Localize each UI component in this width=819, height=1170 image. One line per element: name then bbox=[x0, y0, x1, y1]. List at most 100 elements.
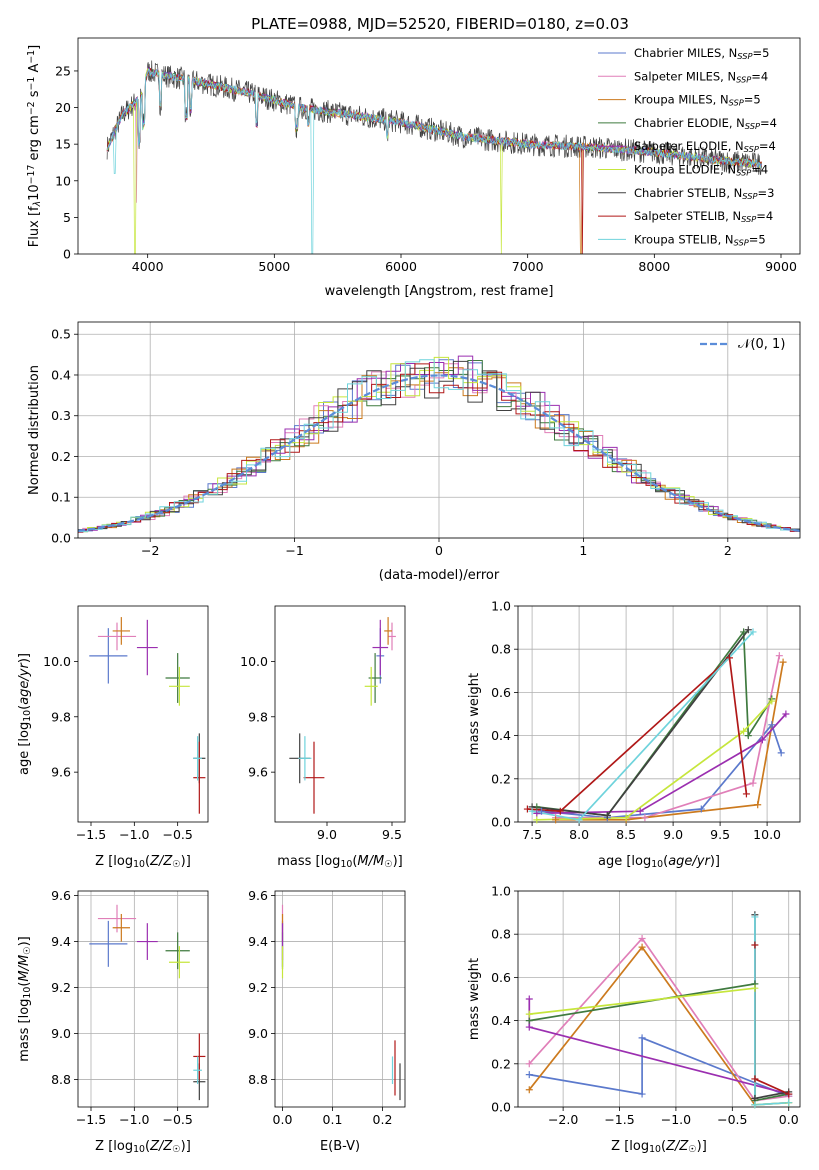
y-tick-label: 0.8 bbox=[491, 927, 511, 942]
weight-line-6 bbox=[754, 914, 789, 1100]
weight-marker-3 bbox=[744, 732, 752, 740]
legend-label: Salpeter MILES, NSSP=4 bbox=[634, 69, 768, 84]
x-axis-label: wavelength [Angstrom, rest frame] bbox=[325, 284, 554, 299]
weight-marker-1 bbox=[749, 779, 757, 787]
x-tick-label: −0.5 bbox=[162, 1112, 192, 1127]
y-tick-label: 9.8 bbox=[248, 709, 268, 724]
y-axis-label: Normed distribution bbox=[27, 365, 42, 495]
y-tick-label: 10.0 bbox=[240, 654, 268, 669]
weight-marker-8 bbox=[749, 628, 757, 636]
weight-marker-2 bbox=[552, 816, 560, 824]
y-tick-label: 0.8 bbox=[491, 642, 511, 657]
weight-marker-7 bbox=[751, 941, 759, 949]
legend-label: Chabrier MILES, NSSP=5 bbox=[634, 46, 769, 61]
axes-frame bbox=[77, 37, 801, 255]
weight-line-4 bbox=[536, 713, 787, 815]
weight-marker-5 bbox=[622, 814, 630, 822]
weight-marker-6 bbox=[744, 626, 752, 634]
x-tick-label: 8000 bbox=[638, 259, 670, 274]
y-tick-label: 9.6 bbox=[248, 888, 268, 903]
y-tick-label: 5 bbox=[63, 210, 71, 225]
weight-marker-7 bbox=[785, 1090, 793, 1098]
panel-mass_vs_ebv: 0.0 0.1 0.2 8.8 9.0 9.2 9.4 9.6 E(B-V) bbox=[248, 888, 406, 1154]
weight-marker-7 bbox=[751, 1075, 759, 1083]
y-tick-label: 0.2 bbox=[491, 1056, 511, 1071]
y-tick-label: 9.0 bbox=[51, 1026, 71, 1041]
y-axis-label: mass [log10(M/M☉)] bbox=[17, 936, 33, 1062]
panel-mass_vs_Z: −1.5 −1.0 −0.5 8.8 9.0 9.2 9.4 9.6 Z [log10(Z/Z☉… bbox=[17, 888, 209, 1155]
weight-marker-5 bbox=[751, 984, 759, 992]
x-tick-label: −1.0 bbox=[119, 827, 149, 842]
panel-spectrum: 4000 5000 6000 7000 8000 9000 0 5 10 15 20 25 wavele… bbox=[26, 37, 801, 299]
x-tick-label: 9000 bbox=[765, 259, 797, 274]
weight-marker-1 bbox=[775, 652, 783, 660]
weight-marker-5 bbox=[768, 697, 776, 705]
histogram-series-4 bbox=[78, 355, 800, 533]
legend-label: Chabrier STELIB, NSSP=3 bbox=[634, 186, 774, 201]
weight-marker-0 bbox=[768, 721, 776, 729]
x-tick-label: −1.5 bbox=[604, 1112, 634, 1127]
weight-marker-0 bbox=[697, 805, 705, 813]
figure-title: PLATE=0988, MJD=52520, FIBERID=0180, z=0… bbox=[251, 15, 629, 33]
weight-line-7 bbox=[754, 945, 790, 1095]
weight-marker-5 bbox=[533, 816, 541, 824]
legend-label: Chabrier ELODIE, NSSP=4 bbox=[634, 116, 777, 131]
x-axis-label: Z [log10(Z/Z☉)] bbox=[95, 854, 191, 870]
normal-curve bbox=[78, 374, 800, 532]
weight-line-2 bbox=[555, 662, 784, 821]
x-tick-label: 8.5 bbox=[616, 827, 636, 842]
x-tick-label: 0 bbox=[435, 543, 443, 558]
weight-marker-7 bbox=[726, 654, 733, 662]
y-tick-label: 0.0 bbox=[491, 1100, 511, 1115]
axes-frame bbox=[77, 321, 801, 539]
x-tick-label: 9.0 bbox=[317, 827, 337, 842]
weight-marker-2 bbox=[779, 658, 787, 666]
legend-label: Kroupa MILES, NSSP=5 bbox=[634, 93, 761, 108]
weight-marker-4 bbox=[533, 809, 541, 817]
spectrum-series-8 bbox=[106, 68, 762, 254]
x-tick-label: −1.5 bbox=[76, 1112, 106, 1127]
weight-marker-5 bbox=[525, 1010, 533, 1018]
weight-marker-8 bbox=[751, 913, 759, 921]
x-tick-label: 4000 bbox=[132, 259, 164, 274]
y-axis-label: mass weight bbox=[467, 958, 482, 1040]
x-tick-label: 0.1 bbox=[323, 1112, 343, 1127]
weight-line-0 bbox=[541, 723, 783, 819]
weight-marker-4 bbox=[636, 807, 644, 815]
axes-frame bbox=[77, 605, 209, 823]
y-tick-label: 9.6 bbox=[51, 765, 71, 780]
y-tick-label: 0 bbox=[63, 247, 71, 262]
y-tick-label: 20 bbox=[55, 100, 71, 115]
legend: Chabrier MILES, NSSP=5 Salpeter MILES, NS… bbox=[598, 46, 777, 247]
plot-area bbox=[527, 629, 787, 821]
plot-area bbox=[528, 914, 790, 1106]
y-tick-label: 10 bbox=[55, 173, 71, 188]
y-tick-label: 9.4 bbox=[51, 934, 71, 949]
weight-marker-7 bbox=[556, 807, 564, 815]
x-tick-label: 0.2 bbox=[373, 1112, 393, 1127]
panel-residuals: −2 −1 0 1 2 0.0 0.1 0.2 0.3 0.4 0.5 𝒩(0, 1) (data-mo… bbox=[27, 321, 801, 583]
x-tick-label: 7.5 bbox=[522, 827, 542, 842]
weight-marker-2 bbox=[525, 1086, 533, 1094]
y-axis-label: Flux [fλ10−17 erg cm−2 s−1 A−1] bbox=[26, 45, 43, 247]
x-axis-label: mass [log10(M/M☉)] bbox=[277, 854, 403, 870]
weight-marker-8 bbox=[785, 1099, 793, 1107]
panel-age_vs_Z: −1.5 −1.0 −0.5 9.6 9.8 10.0 Z [log10(Z/Z☉)] age… bbox=[17, 605, 209, 870]
x-tick-label: 0.0 bbox=[779, 1112, 799, 1127]
weight-marker-0 bbox=[525, 1071, 533, 1079]
x-tick-label: 5000 bbox=[258, 259, 290, 274]
weight-line-5 bbox=[529, 987, 789, 1106]
x-tick-label: 9.0 bbox=[663, 827, 683, 842]
weight-marker-2 bbox=[754, 801, 762, 809]
y-tick-label: 25 bbox=[55, 63, 71, 78]
weight-marker-0 bbox=[777, 749, 785, 757]
y-tick-label: 9.6 bbox=[51, 888, 71, 903]
y-tick-label: 0.3 bbox=[51, 408, 71, 423]
y-tick-label: 8.8 bbox=[51, 1072, 71, 1087]
weight-marker-3 bbox=[525, 1017, 533, 1025]
weight-marker-6 bbox=[751, 1094, 759, 1102]
plot-area bbox=[106, 60, 763, 254]
weight-line-0 bbox=[529, 1036, 790, 1097]
weight-line-4 bbox=[528, 999, 789, 1095]
